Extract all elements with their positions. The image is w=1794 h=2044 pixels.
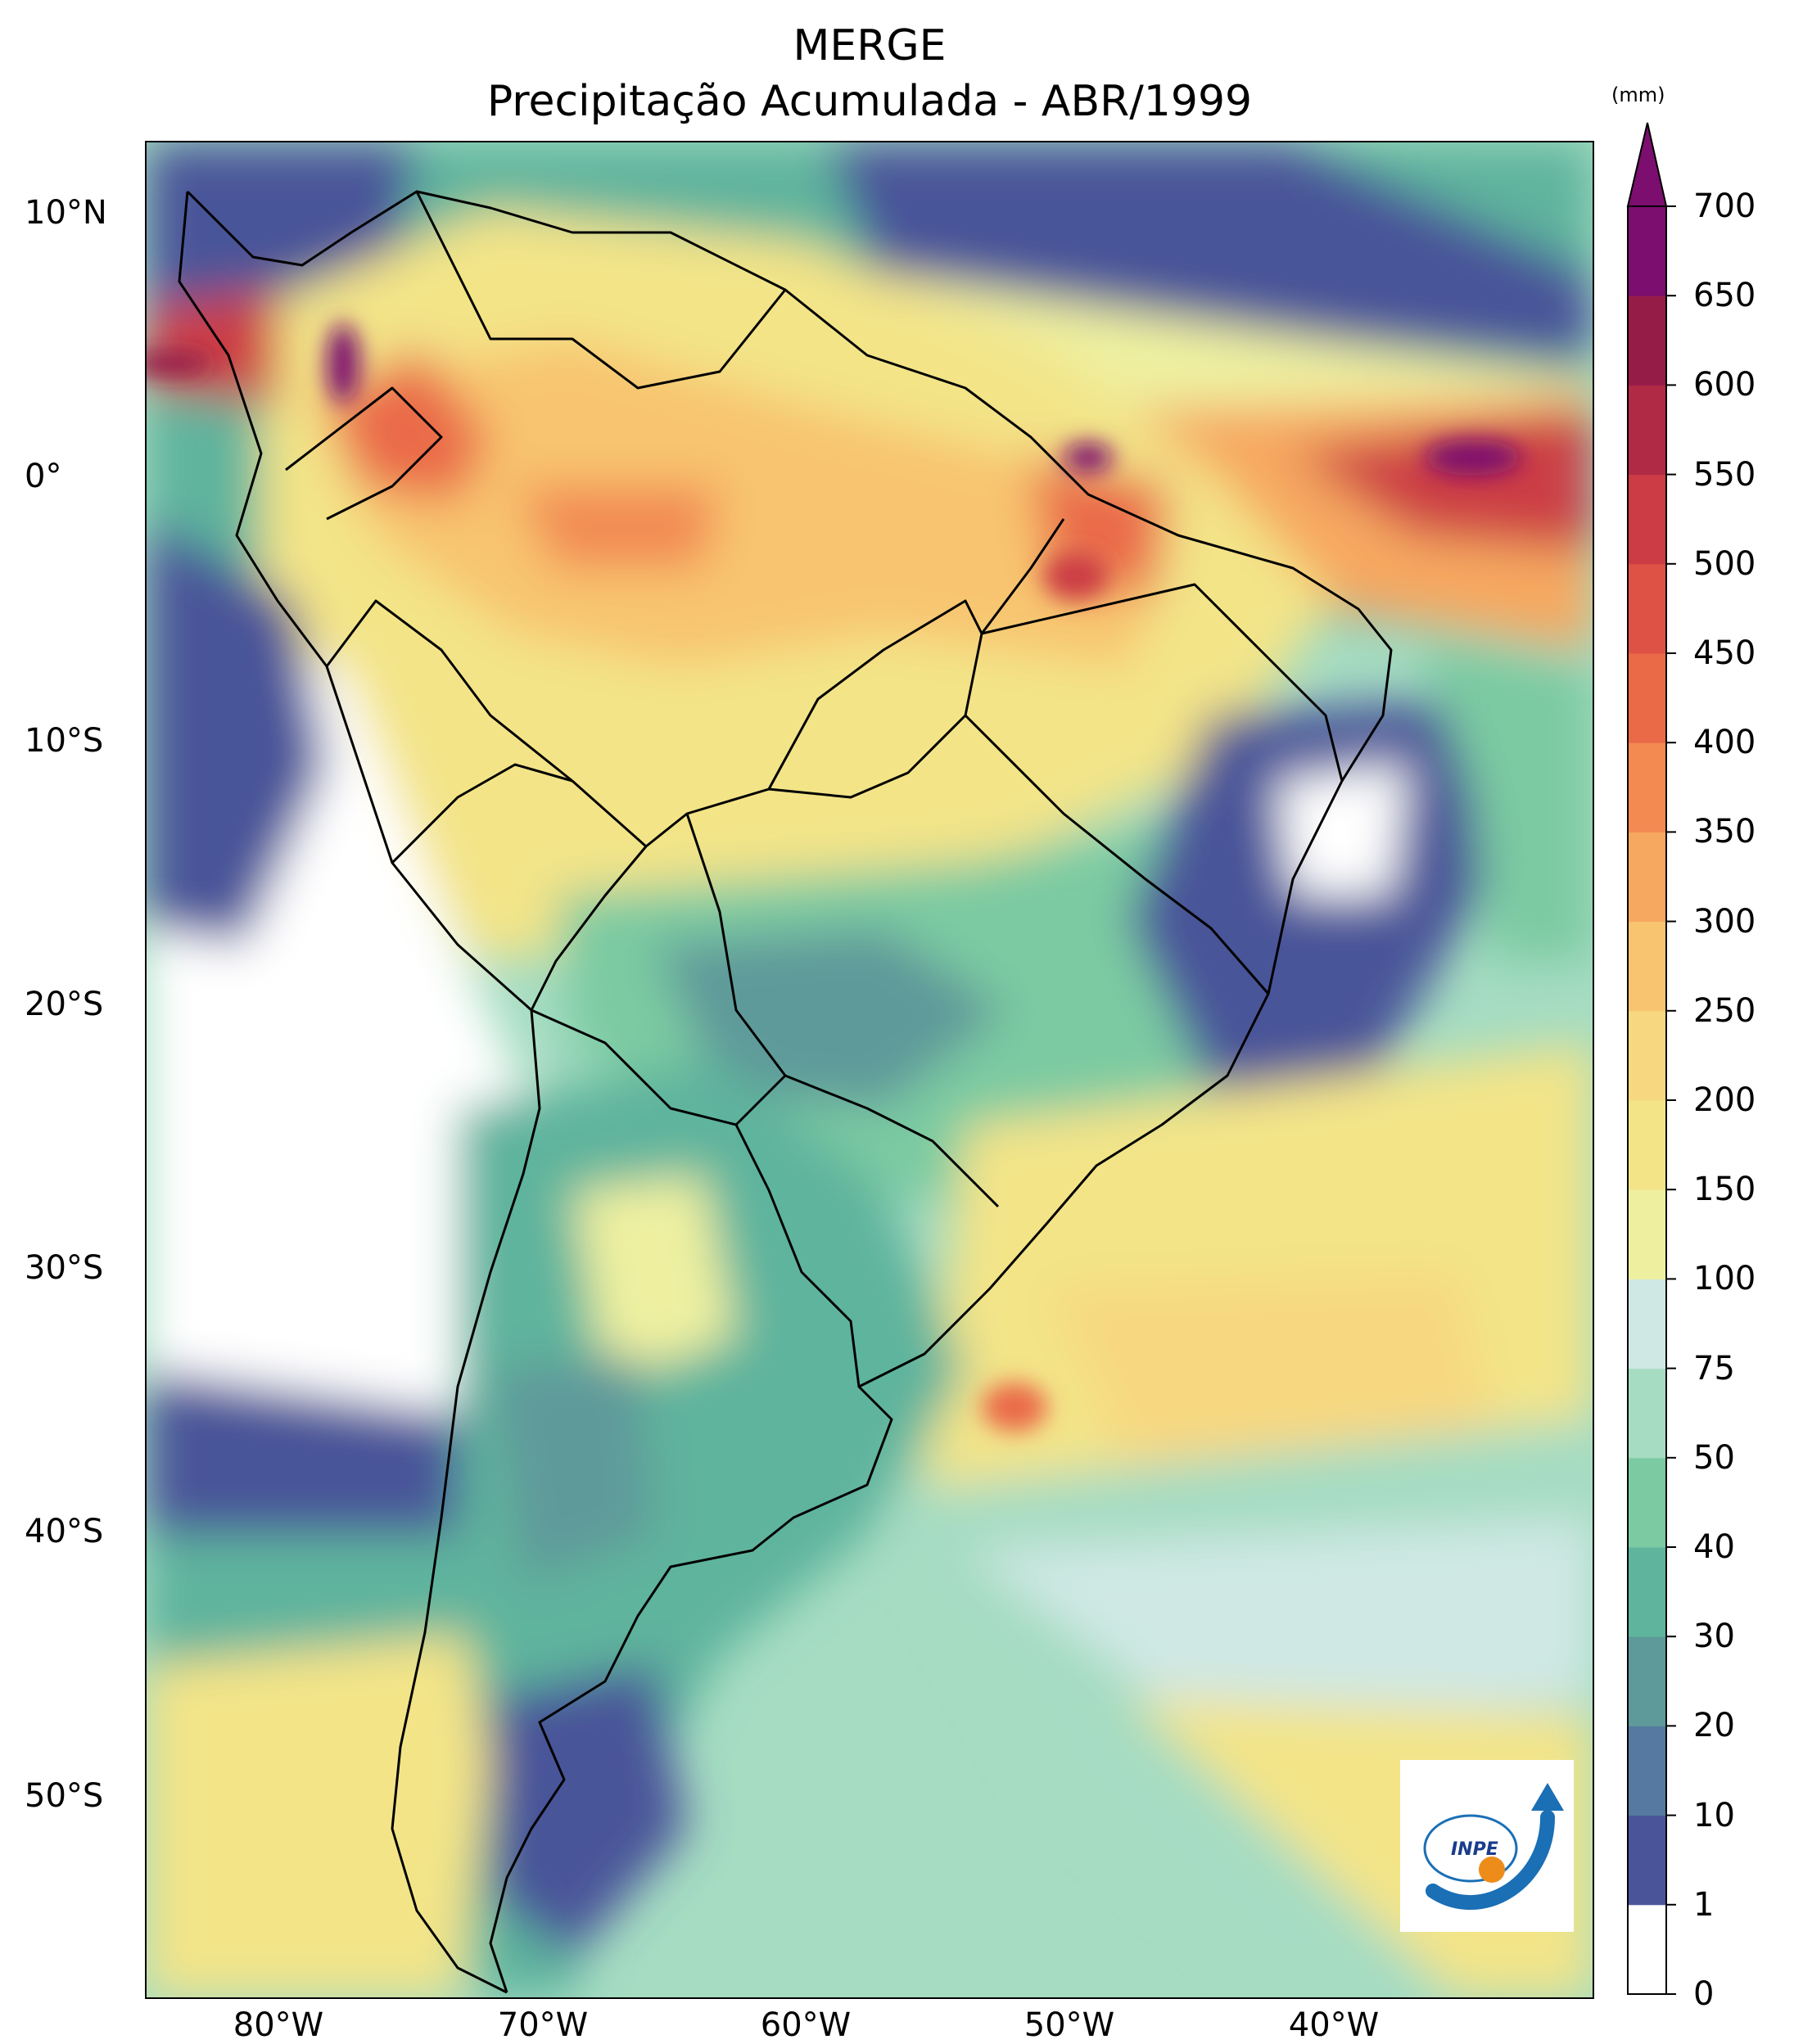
colorbar-tick-label: 350 [1693, 813, 1756, 851]
lon-label-50w: 50°W [1024, 2006, 1115, 2044]
colorbar-tick-label: 75 [1693, 1349, 1735, 1387]
colorbar-segment [1628, 653, 1666, 743]
colorbar-segment [1628, 921, 1666, 1012]
lat-label-0: 0° [25, 458, 62, 495]
colorbar-tick-label: 1 [1693, 1885, 1715, 1924]
colorbar-segment [1628, 832, 1666, 923]
colorbar-tick-label: 20 [1693, 1707, 1735, 1745]
colorbar-tick-label: 600 [1693, 366, 1756, 404]
colorbar-tick-label: 450 [1693, 634, 1756, 672]
lon-label-60w: 60°W [760, 2006, 852, 2044]
precipitation-map [145, 141, 1594, 1999]
lat-label-10s: 10°S [25, 722, 104, 760]
colorbar-segment [1628, 1368, 1666, 1459]
colorbar-segment [1628, 742, 1666, 832]
colorbar-tick-label: 300 [1693, 902, 1756, 941]
map-canvas [147, 142, 1593, 1997]
precipitation-cores [147, 323, 1522, 1432]
colorbar-segment [1628, 1636, 1666, 1726]
colorbar-segment [1628, 1547, 1666, 1637]
colorbar-tick-label: 250 [1693, 991, 1756, 1030]
colorbar-tick-label: 10 [1693, 1796, 1735, 1834]
colorbar-segment [1628, 1904, 1666, 1995]
colorbar-frame [1627, 205, 1667, 1995]
colorbar-tick-label: 40 [1693, 1528, 1735, 1566]
colorbar-segment [1628, 1726, 1666, 1816]
colorbar-tick-label: 400 [1693, 724, 1756, 762]
colorbar-segment [1628, 1189, 1666, 1279]
inpe-logo-text: INPE [1451, 1839, 1498, 1860]
colorbar-tick-label: 700 [1693, 187, 1756, 225]
colorbar-segment [1628, 1279, 1666, 1369]
map-subtitle: Precipitação Acumulada - ABR/1999 [486, 77, 1253, 126]
colorbar-tick-label: 100 [1693, 1260, 1756, 1298]
colorbar-tick-label: 0 [1693, 1975, 1715, 2013]
colorbar-segment [1628, 474, 1666, 565]
colorbar-unit: (mm) [1611, 83, 1665, 106]
lat-label-10n: 10°N [25, 194, 107, 232]
colorbar-segment [1628, 206, 1666, 296]
colorbar-segment [1628, 1100, 1666, 1190]
lon-label-70w: 70°W [497, 2006, 589, 2044]
colorbar-segment [1628, 1815, 1666, 1906]
coastlines [178, 190, 1393, 1994]
colorbar-tick-label: 30 [1693, 1618, 1735, 1656]
colorbar-tick-label: 500 [1693, 544, 1756, 583]
lon-label-80w: 80°W [233, 2006, 324, 2044]
lat-label-20s: 20°S [25, 986, 104, 1023]
colorbar-tick-label: 650 [1693, 277, 1756, 315]
inpe-logo: INPE [1400, 1760, 1574, 1932]
colorbar-segment [1628, 1457, 1666, 1548]
colorbar-extend-arrow [1626, 122, 1668, 207]
colorbar-segment [1628, 385, 1666, 476]
map-title: MERGE [793, 21, 947, 70]
lat-label-30s: 30°S [25, 1249, 104, 1287]
lat-label-40s: 40°S [25, 1513, 104, 1550]
colorbar-segment [1628, 1010, 1666, 1101]
lon-label-40w: 40°W [1288, 2006, 1380, 2044]
colorbar-segment [1628, 563, 1666, 654]
inpe-logo-graphic: INPE [1423, 1783, 1564, 1911]
lat-label-50s: 50°S [25, 1777, 104, 1815]
colorbar-tick-label: 200 [1693, 1081, 1756, 1119]
colorbar-tick-label: 150 [1693, 1171, 1756, 1209]
colorbar-tick-label: 550 [1693, 455, 1756, 494]
colorbar-tick-label: 50 [1693, 1438, 1735, 1477]
colorbar-segment [1628, 296, 1666, 386]
